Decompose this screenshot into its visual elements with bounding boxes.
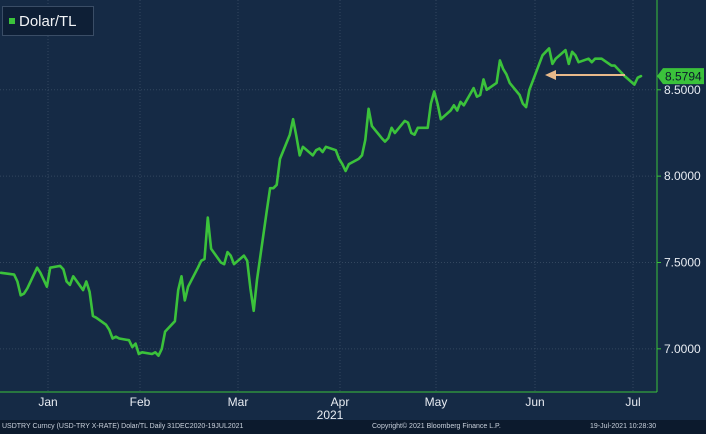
y-axis-labels: 7.0000 7.5000 8.0000 8.5000 [664, 83, 701, 356]
y-tick-label: 8.5000 [664, 83, 701, 97]
x-tick-label: Jun [525, 395, 544, 409]
x-axis-labels: Jan Feb Mar Apr May Jun Jul 2021 [38, 395, 640, 422]
y-tick-label: 8.0000 [664, 169, 701, 183]
arrow-head [545, 70, 556, 80]
x-year-label: 2021 [317, 408, 344, 422]
chart-footer: USDTRY Curncy (USD-TRY X-RATE) Dolar/TL … [0, 420, 706, 434]
gridlines [0, 0, 661, 393]
chart-legend: Dolar/TL [2, 6, 94, 36]
footer-timestamp: 19-Jul-2021 10:28:30 [590, 423, 657, 430]
y-tick-label: 7.5000 [664, 255, 701, 269]
x-tick-label: Apr [331, 395, 350, 409]
legend-swatch [9, 18, 15, 24]
footer-copyright: Copyright© 2021 Bloomberg Finance L.P. [372, 423, 501, 430]
x-tick-label: Jul [625, 395, 640, 409]
series-line-dolar-tl [0, 47, 643, 357]
badge-value: 8.5794 [665, 70, 702, 84]
x-tick-label: Jan [38, 395, 57, 409]
x-tick-label: May [425, 395, 448, 409]
x-tick-label: Mar [228, 395, 249, 409]
x-tick-label: Feb [130, 395, 151, 409]
footer-source: USDTRY Curncy (USD-TRY X-RATE) Dolar/TL … [2, 423, 244, 430]
legend-label: Dolar/TL [19, 12, 77, 30]
badge-background [657, 68, 704, 85]
last-value-badge: 8.5794 [657, 68, 704, 85]
y-tick-label: 7.0000 [664, 342, 701, 356]
last-value-arrow [545, 70, 625, 80]
